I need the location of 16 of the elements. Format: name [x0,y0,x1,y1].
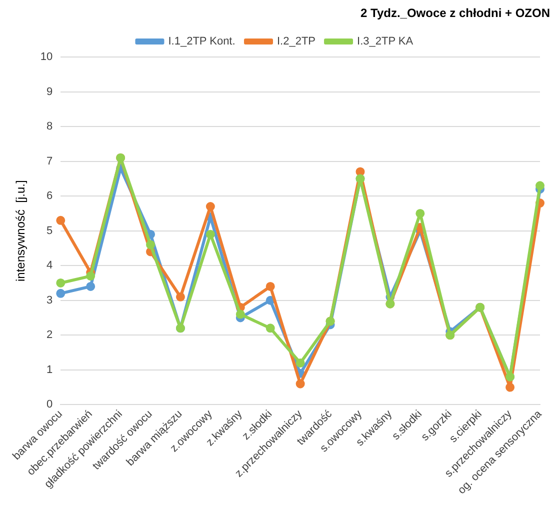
y-tick-label: 0 [46,398,53,411]
y-tick-label: 7 [46,155,53,168]
chart-title: 2 Tydz._Owoce z chłodni + OZON [360,6,550,20]
y-tick-label: 8 [46,120,53,133]
y-tick-label: 6 [46,190,53,202]
y-tick-label: 10 [40,51,53,64]
y-tick-label: 9 [46,86,53,98]
y-tick-label: 2 [46,329,53,342]
y-tick-label: 1 [46,364,53,376]
legend-label: I.3_2TP KA [357,36,414,48]
y-tick-label: 4 [46,260,53,272]
y-axis-title: intensywność [j.u.] [14,180,28,282]
legend-label: I.2_2TP [276,36,316,48]
y-tick-label: 3 [46,294,53,306]
y-tick-label: 5 [46,224,53,237]
legend-label: I.1_2TP Kont. [168,36,236,48]
